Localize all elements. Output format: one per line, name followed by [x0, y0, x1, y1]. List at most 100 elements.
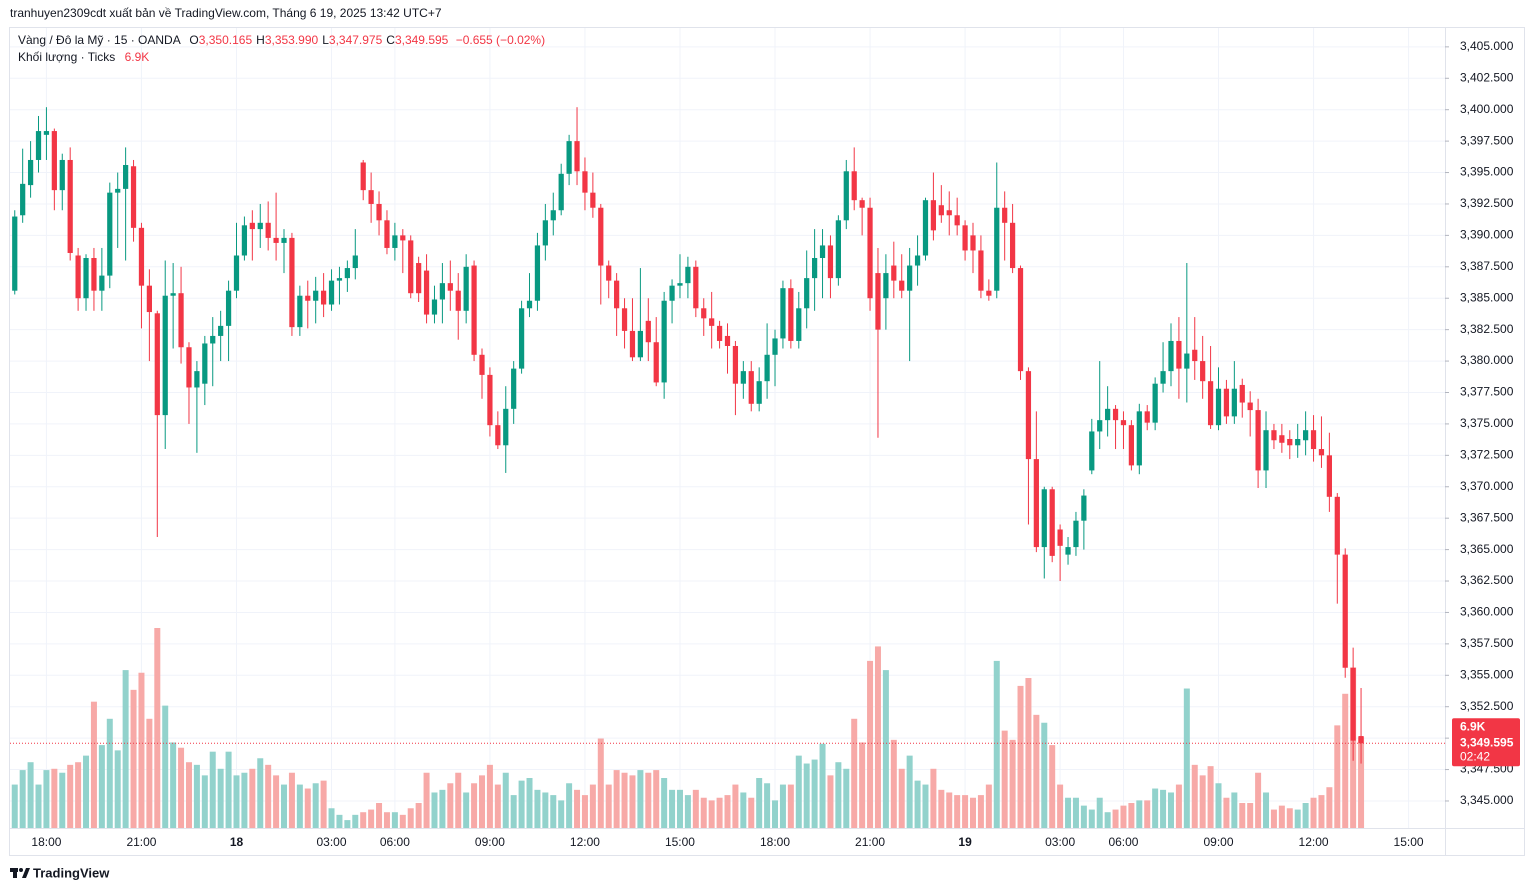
- candle-body: [1287, 438, 1293, 446]
- volume-bar: [542, 792, 549, 828]
- candle-body: [83, 258, 89, 299]
- volume-bar: [249, 768, 256, 828]
- candle-body: [384, 220, 390, 248]
- volume-bar: [1120, 805, 1127, 828]
- volume-bar: [993, 660, 1000, 828]
- volume-bar: [1199, 775, 1206, 828]
- volume-bar: [217, 768, 224, 828]
- candle-body: [954, 215, 960, 226]
- candle-body: [669, 285, 675, 301]
- volume-bar: [692, 789, 699, 828]
- volume-bar: [566, 783, 573, 828]
- volume-bar: [1263, 792, 1270, 828]
- candle-body: [1176, 340, 1182, 369]
- volume-bar: [1144, 800, 1151, 828]
- y-tick-label: 3,380.000: [1460, 353, 1514, 367]
- volume-bar: [447, 783, 454, 828]
- volume-bar: [43, 770, 50, 828]
- volume-bar: [439, 789, 446, 828]
- volume-bar: [1104, 812, 1111, 828]
- volume-bar: [1065, 797, 1072, 828]
- x-tick-label: 03:00: [317, 835, 347, 849]
- candle-body: [558, 173, 564, 211]
- candle-body: [1017, 268, 1024, 372]
- volume-bar: [1096, 797, 1103, 828]
- volume-bar: [1080, 805, 1087, 828]
- symbol: Vàng / Đô la Mỹ · 15 · OANDA: [18, 33, 181, 47]
- candle-body: [843, 171, 849, 221]
- y-tick-label: 3,367.500: [1460, 510, 1514, 524]
- candle-body: [423, 270, 430, 315]
- volume-bar: [819, 743, 826, 828]
- candle-body: [225, 290, 232, 326]
- volume-bar: [27, 762, 34, 828]
- candle-body: [336, 278, 343, 281]
- volume-bar: [977, 795, 984, 828]
- candle-body: [1207, 381, 1214, 426]
- candle-body: [1128, 425, 1135, 466]
- candle-body: [598, 207, 604, 266]
- x-tick-label: 06:00: [1108, 835, 1138, 849]
- brand: TradingView: [10, 865, 110, 880]
- volume-bar: [1009, 739, 1016, 828]
- volume-bar: [1255, 772, 1262, 828]
- volume-bar: [304, 788, 311, 828]
- volume-bar: [1318, 795, 1325, 828]
- volume-bar: [779, 784, 786, 828]
- volume-bar: [787, 784, 794, 828]
- candles: [10, 107, 1445, 764]
- volume-bar: [201, 775, 208, 828]
- volume-bar: [946, 792, 953, 828]
- candle-body: [392, 235, 398, 248]
- volume-bar: [407, 808, 414, 828]
- volume-bar: [1342, 693, 1349, 828]
- volume-bar: [985, 784, 992, 828]
- volume-bar: [1136, 800, 1143, 828]
- candle-body: [257, 222, 263, 230]
- volume-bar: [558, 800, 565, 828]
- candle-body: [1136, 411, 1142, 466]
- candle-body: [416, 263, 422, 294]
- candle-body: [233, 255, 240, 291]
- volume-bar: [1286, 808, 1293, 828]
- candle-body: [1279, 435, 1285, 443]
- volume-bar: [764, 783, 771, 828]
- candle-body: [1358, 736, 1364, 744]
- candle-body: [930, 200, 937, 231]
- y-tick-label: 3,355.000: [1460, 667, 1514, 681]
- volume-bar: [1017, 685, 1024, 828]
- candle-body: [661, 300, 667, 383]
- candle-body: [20, 183, 26, 216]
- volume-bar: [75, 762, 82, 828]
- volume-bar: [1270, 809, 1277, 828]
- volume-bar: [463, 792, 470, 828]
- candle-body: [1263, 430, 1269, 471]
- axes: 3,345.0003,347.5003,350.0003,352.5003,35…: [31, 39, 1520, 849]
- volume-bar: [1175, 784, 1182, 828]
- candle-body: [186, 347, 192, 388]
- candle-body: [241, 225, 248, 256]
- x-tick-label: 15:00: [1394, 835, 1424, 849]
- candle-body: [1065, 547, 1071, 555]
- volume-bar: [882, 670, 889, 828]
- candle-body: [732, 345, 739, 384]
- candle-body: [43, 131, 50, 135]
- volume-bar: [1278, 805, 1285, 828]
- candle-body: [75, 255, 81, 299]
- candle-body: [653, 342, 659, 383]
- volume-bar: [1334, 725, 1341, 828]
- candle-body: [582, 171, 588, 193]
- y-tick-label: 3,357.500: [1460, 636, 1514, 650]
- last-price-box: [1452, 718, 1520, 767]
- y-tick-label: 3,392.500: [1460, 196, 1514, 210]
- volume-bar: [716, 797, 723, 828]
- candle-body: [907, 265, 913, 291]
- volume-bar: [867, 660, 874, 828]
- volume-bar: [67, 764, 74, 828]
- y-tick-label: 3,372.500: [1460, 448, 1514, 462]
- candle-body: [1049, 489, 1055, 556]
- volume-bar: [1247, 803, 1254, 828]
- candle-body: [360, 162, 366, 191]
- countdown: 02:42: [1460, 749, 1490, 763]
- candle-body: [273, 237, 279, 243]
